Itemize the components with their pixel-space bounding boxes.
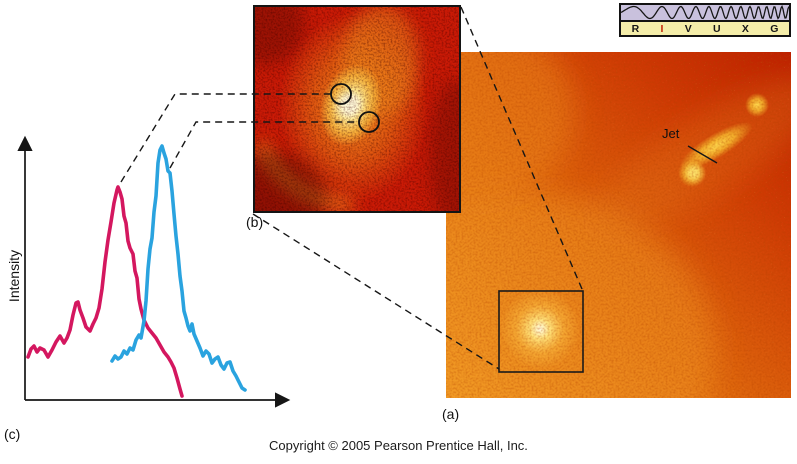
copyright-text: Copyright © 2005 Pearson Prentice Hall, … — [269, 438, 528, 453]
inset-corner-shadow-tl — [253, 5, 305, 65]
band-letters: R I V U X G — [621, 22, 789, 35]
image-noise-bright — [446, 52, 791, 398]
panel-b-label: (b) — [246, 214, 264, 230]
panel-c-label: (c) — [4, 426, 21, 442]
band-letter-x: X — [741, 22, 749, 35]
band-letter-v: V — [684, 22, 692, 35]
panel-a-label: (a) — [442, 406, 460, 422]
inset-edge-shadow-r — [429, 80, 461, 213]
jet-annotation-label: Jet — [662, 126, 680, 141]
wavelength-band-indicator: R I V U X G — [619, 3, 791, 37]
band-letter-u: U — [713, 22, 721, 35]
galaxy-wide-image-a — [446, 52, 791, 398]
wavelength-wave-icon — [620, 5, 790, 22]
band-letter-g: G — [770, 22, 779, 35]
chirp-wave-icon — [620, 5, 790, 20]
galaxy-core-inset-b — [253, 5, 461, 213]
measurement-circle-upper — [330, 83, 352, 105]
measurement-circle-lower — [358, 111, 380, 133]
band-letter-r: R — [631, 22, 640, 35]
y-axis-label: Intensity — [6, 249, 22, 303]
band-letter-i-highlighted: I — [660, 22, 664, 35]
